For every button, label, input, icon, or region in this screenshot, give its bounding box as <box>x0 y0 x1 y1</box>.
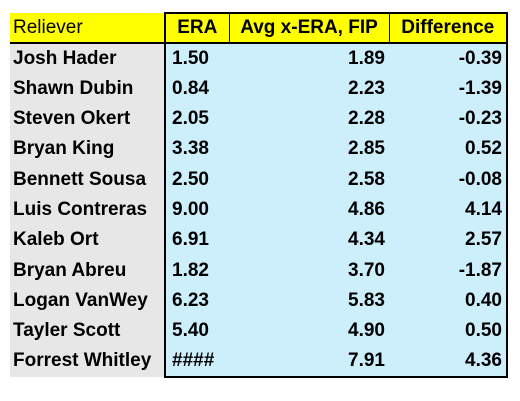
difference-cell[interactable]: 4.14 <box>389 194 508 226</box>
header-era[interactable]: ERA <box>164 11 229 45</box>
era-cell[interactable]: 2.05 <box>164 103 229 135</box>
difference-cell[interactable]: 0.40 <box>389 285 508 316</box>
table-row: Tayler Scott 5.40 4.90 0.50 <box>10 315 508 347</box>
era-cell[interactable]: 9.00 <box>164 194 229 226</box>
avg-cell[interactable]: 3.70 <box>229 255 389 286</box>
era-cell[interactable]: 0.84 <box>164 73 229 104</box>
table-row: Luis Contreras 9.00 4.86 4.14 <box>10 194 508 226</box>
difference-cell[interactable]: -0.39 <box>389 43 508 74</box>
difference-cell[interactable]: -0.08 <box>389 164 508 195</box>
era-cell[interactable]: 6.23 <box>164 285 229 316</box>
reliever-name-cell[interactable]: Logan VanWey <box>10 285 165 316</box>
era-cell[interactable]: 1.50 <box>164 43 229 74</box>
reliever-name-cell[interactable]: Kaleb Ort <box>10 225 165 256</box>
era-cell[interactable]: 6.91 <box>164 225 229 256</box>
header-reliever[interactable]: Reliever <box>10 13 165 45</box>
table-row: Josh Hader 1.50 1.89 -0.39 <box>10 43 508 74</box>
difference-cell[interactable]: -1.39 <box>389 73 508 104</box>
difference-cell[interactable]: 0.50 <box>389 315 508 347</box>
avg-cell[interactable]: 4.90 <box>229 315 389 347</box>
avg-cell[interactable]: 2.23 <box>229 73 389 104</box>
table-row: Bryan Abreu 1.82 3.70 -1.87 <box>10 255 508 286</box>
avg-cell[interactable]: 2.58 <box>229 164 389 195</box>
reliever-name-cell[interactable]: Luis Contreras <box>10 194 165 226</box>
era-cell[interactable]: 2.50 <box>164 164 229 195</box>
table-row: Forrest Whitley #### 7.91 4.36 <box>10 346 508 378</box>
avg-cell[interactable]: 4.34 <box>229 225 389 256</box>
era-cell[interactable]: #### <box>164 346 229 378</box>
reliever-table: Reliever ERA Avg x-ERA, FIP Difference J… <box>10 11 508 378</box>
header-difference[interactable]: Difference <box>388 11 508 45</box>
header-avg-xera-fip[interactable]: Avg x-ERA, FIP <box>228 11 389 45</box>
reliever-name-cell[interactable]: Forrest Whitley <box>10 346 165 377</box>
reliever-name-cell[interactable]: Josh Hader <box>10 43 165 74</box>
reliever-name-cell[interactable]: Shawn Dubin <box>10 73 165 104</box>
avg-cell[interactable]: 5.83 <box>229 285 389 316</box>
avg-cell[interactable]: 1.89 <box>229 43 389 74</box>
era-cell[interactable]: 1.82 <box>164 255 229 286</box>
reliever-name-cell[interactable]: Tayler Scott <box>10 315 165 347</box>
header-row: Reliever ERA Avg x-ERA, FIP Difference <box>10 11 508 45</box>
difference-cell[interactable]: 4.36 <box>389 346 508 378</box>
era-cell[interactable]: 5.40 <box>164 315 229 347</box>
table-row: Kaleb Ort 6.91 4.34 2.57 <box>10 225 508 256</box>
difference-cell[interactable]: 2.57 <box>389 225 508 256</box>
avg-cell[interactable]: 2.85 <box>229 134 389 165</box>
reliever-name-cell[interactable]: Bennett Sousa <box>10 164 165 195</box>
reliever-name-cell[interactable]: Steven Okert <box>10 103 165 135</box>
table-row: Steven Okert 2.05 2.28 -0.23 <box>10 103 508 135</box>
avg-cell[interactable]: 4.86 <box>229 194 389 226</box>
difference-cell[interactable]: 0.52 <box>389 134 508 165</box>
difference-cell[interactable]: -1.87 <box>389 255 508 286</box>
avg-cell[interactable]: 2.28 <box>229 103 389 135</box>
avg-cell[interactable]: 7.91 <box>229 346 389 378</box>
difference-cell[interactable]: -0.23 <box>389 103 508 135</box>
table-row: Bryan King 3.38 2.85 0.52 <box>10 134 508 165</box>
reliever-name-cell[interactable]: Bryan Abreu <box>10 255 165 286</box>
table-row: Shawn Dubin 0.84 2.23 -1.39 <box>10 73 508 104</box>
reliever-name-cell[interactable]: Bryan King <box>10 134 165 165</box>
table-row: Bennett Sousa 2.50 2.58 -0.08 <box>10 164 508 195</box>
table-row: Logan VanWey 6.23 5.83 0.40 <box>10 285 508 316</box>
era-cell[interactable]: 3.38 <box>164 134 229 165</box>
